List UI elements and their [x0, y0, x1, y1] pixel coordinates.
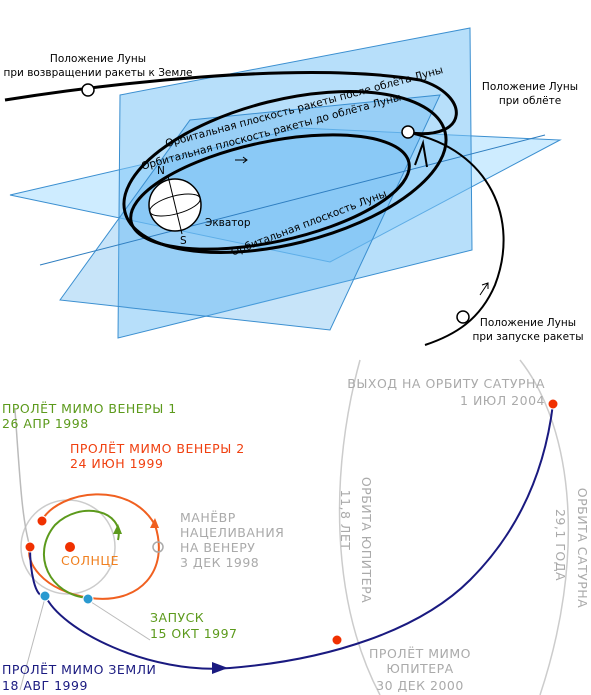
- label: 24 ИЮН 1999: [70, 456, 163, 471]
- label: МАНЁВР: [180, 510, 236, 525]
- trajectories: [14, 359, 569, 695]
- orbits: [4, 71, 505, 346]
- arrow: [414, 139, 428, 168]
- label: Экватор: [205, 217, 251, 229]
- leader: [87, 599, 151, 641]
- moon-plane: [59, 94, 441, 331]
- moon-path-return: [4, 71, 458, 136]
- label: 11,8 ЛЕТ: [338, 490, 353, 551]
- saturn-orbit: [519, 359, 569, 695]
- label: ПРОЛЁТ МИМО ВЕНЕРЫ 2: [70, 441, 245, 456]
- orbit-outer: [122, 90, 448, 254]
- arrow: [113, 524, 122, 534]
- moon-flyby: [401, 125, 415, 139]
- leader: [14, 409, 31, 548]
- intersection-line: [39, 134, 546, 266]
- earth-point: [39, 590, 51, 602]
- axis: [167, 175, 183, 235]
- sun: [65, 542, 75, 552]
- trajectory-venus: [28, 493, 160, 600]
- venus2-point: [24, 541, 36, 553]
- label: ПРОЛЁТ МИМО ЗЕМЛИ: [2, 662, 156, 677]
- label: 29,1 ГОДА: [553, 509, 568, 581]
- label: 30 ДЕК 2000: [376, 678, 464, 693]
- label: ЗАПУСК: [150, 610, 204, 625]
- label: 1 ИЮЛ 2004: [460, 393, 545, 408]
- label: при облёте: [499, 95, 561, 107]
- label: Положение Луны: [482, 81, 578, 93]
- label: 26 АПР 1998: [2, 416, 89, 431]
- label: S: [180, 235, 187, 247]
- earth: [148, 175, 202, 235]
- label: НАЦЕЛИВАНИЯ: [180, 525, 284, 540]
- label: при возвращении ракеты к Земле: [4, 67, 193, 79]
- moon-path-launch: [409, 132, 505, 346]
- trajectory-launch: [43, 509, 120, 599]
- moon-return: [81, 83, 95, 97]
- label: НА ВЕНЕРУ: [180, 540, 255, 555]
- orbital-planes: [9, 27, 562, 339]
- venus1-point: [36, 515, 48, 527]
- orbit-inner: [129, 133, 411, 251]
- label: ЮПИТЕРА: [386, 661, 453, 676]
- label: Положение Луны: [50, 53, 146, 65]
- label: Положение Луны: [480, 317, 576, 329]
- arrow: [212, 662, 228, 674]
- label: ОРБИТА ЮПИТЕРА: [359, 477, 374, 603]
- label: N: [157, 165, 165, 177]
- label: ОРБИТА САТУРНА: [575, 488, 590, 608]
- arrow: [479, 282, 489, 296]
- leader: [19, 597, 46, 691]
- jupiter-orbit: [338, 359, 381, 695]
- label: 15 ОКТ 1997: [150, 626, 238, 641]
- label: 3 ДЕК 1998: [180, 555, 259, 570]
- label: ВЫХОД НА ОРБИТУ САТУРНА: [347, 376, 545, 391]
- plane-after: [117, 27, 473, 339]
- label: ПРОЛЁТ МИМО ВЕНЕРЫ 1: [2, 401, 177, 416]
- label: 18 АВГ 1999: [2, 678, 88, 693]
- arrow: [150, 518, 159, 528]
- label: ПРОЛЁТ МИМО: [369, 646, 471, 661]
- jupiter-point: [331, 634, 343, 646]
- moon-launch: [456, 310, 470, 324]
- saturn-point: [547, 398, 559, 410]
- maneuver-point: [152, 541, 164, 553]
- launch-point: [82, 593, 94, 605]
- arrow: [235, 156, 248, 164]
- label: при запуске ракеты: [472, 331, 583, 343]
- label: СОЛНЦЕ: [61, 553, 119, 568]
